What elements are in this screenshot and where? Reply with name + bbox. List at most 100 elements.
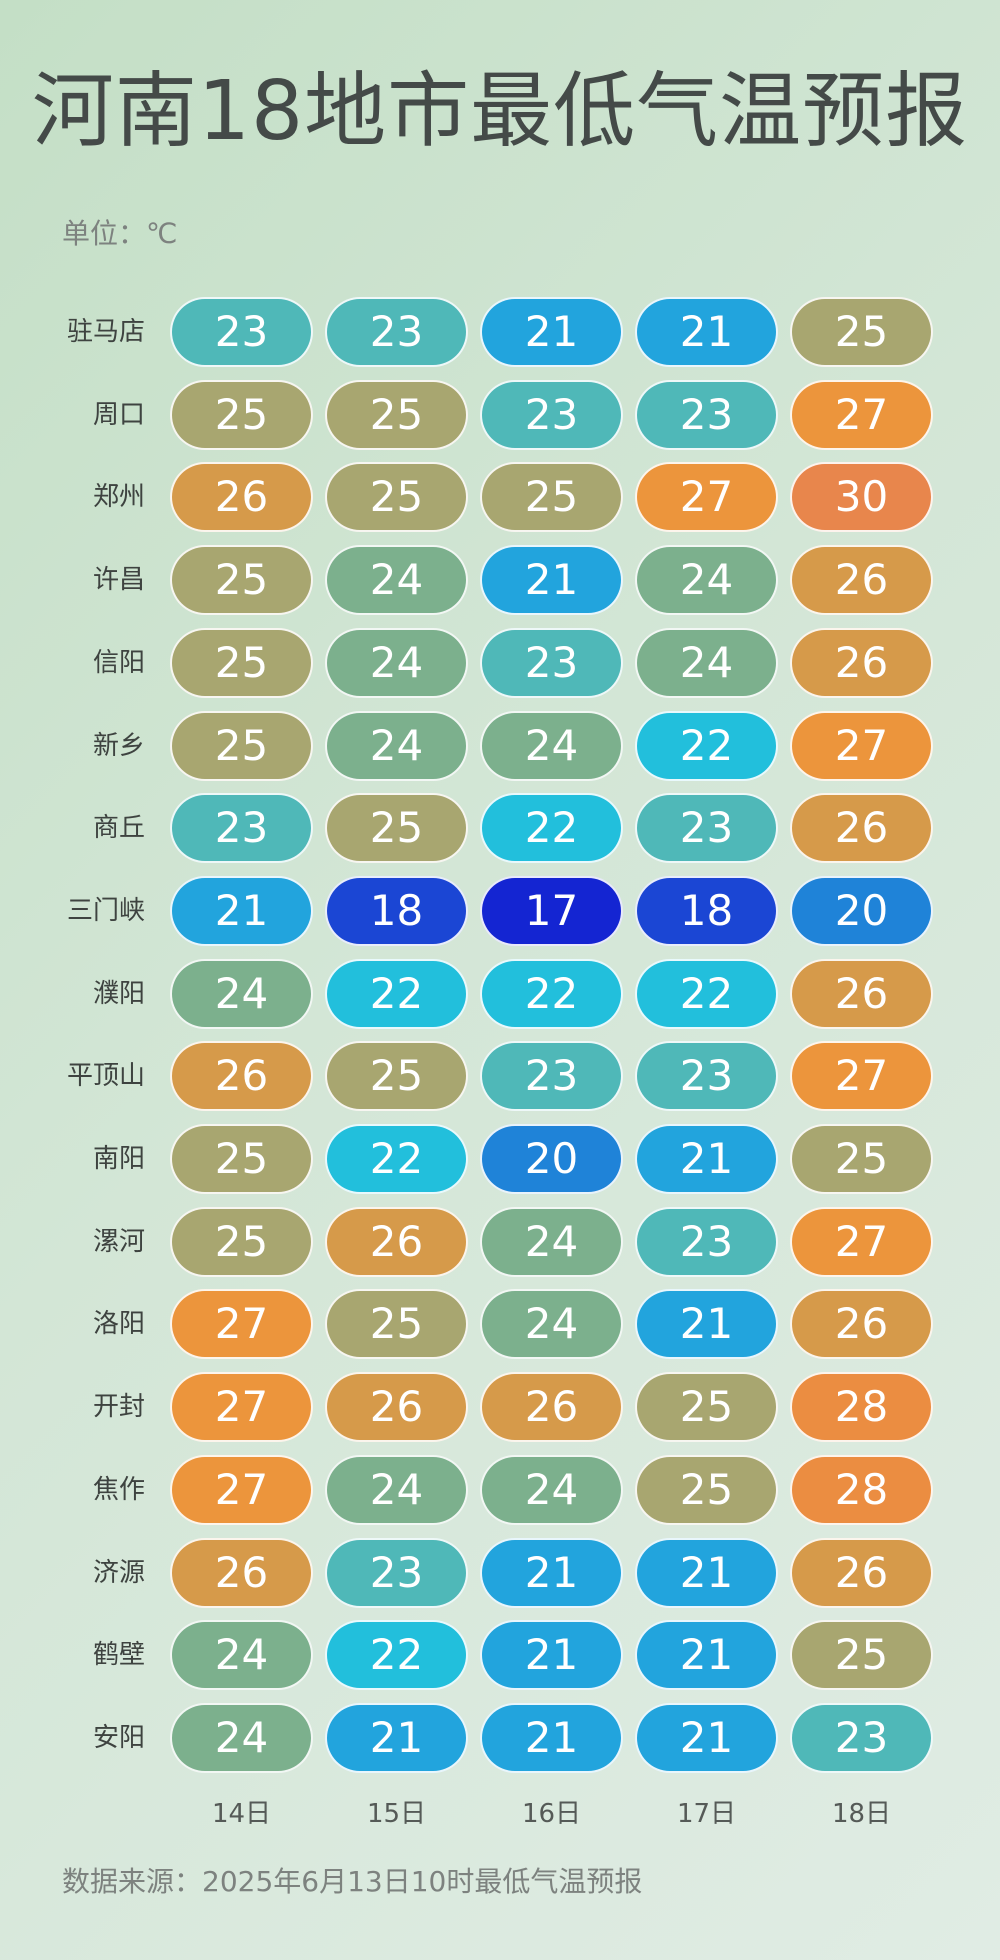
temperature-cell: 25 [170,711,313,781]
city-label: 安阳 [92,1723,145,1753]
temperature-cell: 20 [480,1124,623,1194]
temperature-cell: 23 [170,793,313,863]
temperature-cell: 21 [480,1620,623,1690]
temperature-cell: 25 [635,1372,778,1442]
temperature-cell: 17 [480,876,623,946]
city-label: 周口 [92,400,145,430]
temperature-cell: 26 [170,1538,313,1608]
temperature-cell: 26 [325,1207,468,1277]
temperature-cell: 27 [790,711,933,781]
temperature-cell: 22 [325,959,468,1029]
temperature-cell: 22 [325,1620,468,1690]
temperature-cell: 24 [480,1207,623,1277]
temperature-cell: 25 [170,380,313,450]
temperature-cell: 24 [635,628,778,698]
temperature-cell: 26 [790,959,933,1029]
temperature-cell: 21 [480,297,623,367]
temperature-cell: 25 [635,1455,778,1525]
temperature-cell: 25 [170,1207,313,1277]
temperature-cell: 26 [325,1372,468,1442]
temperature-cell: 27 [790,1041,933,1111]
temperature-cell: 25 [325,793,468,863]
day-label: 14日 [211,1799,272,1829]
day-label: 16日 [521,1799,582,1829]
city-label: 濮阳 [92,979,145,1009]
temperature-cell: 18 [325,876,468,946]
temperature-cell: 23 [480,380,623,450]
city-label: 洛阳 [92,1309,145,1339]
temperature-cell: 25 [170,1124,313,1194]
temperature-cell: 21 [170,876,313,946]
temperature-cell: 21 [635,1620,778,1690]
temperature-cell: 23 [325,297,468,367]
temperature-cell: 28 [790,1455,933,1525]
city-label: 鹤壁 [92,1640,145,1670]
temperature-cell: 25 [170,628,313,698]
temperature-cell: 23 [635,1207,778,1277]
temperature-cell: 24 [170,1620,313,1690]
temperature-cell: 21 [635,1124,778,1194]
city-label: 信阳 [92,648,145,678]
city-label: 新乡 [92,731,145,761]
temperature-cell: 24 [325,711,468,781]
temperature-cell: 21 [325,1703,468,1773]
city-label: 商丘 [92,813,145,843]
temperature-cell: 26 [170,462,313,532]
city-label: 郑州 [92,482,145,512]
temperature-cell: 23 [635,380,778,450]
temperature-cell: 23 [635,793,778,863]
temperature-cell: 30 [790,462,933,532]
temperature-cell: 27 [170,1289,313,1359]
city-label: 平顶山 [66,1061,145,1091]
data-source: 数据来源：2025年6月13日10时最低气温预报 [62,1865,643,1898]
temperature-cell: 24 [480,1289,623,1359]
city-label: 南阳 [92,1144,145,1174]
temperature-cell: 23 [635,1041,778,1111]
temperature-cell: 23 [480,1041,623,1111]
temperature-cell: 20 [790,876,933,946]
city-label: 驻马店 [66,317,145,347]
day-label: 18日 [831,1799,892,1829]
temperature-cell: 23 [480,628,623,698]
temperature-cell: 25 [790,1620,933,1690]
unit-label: 单位：℃ [62,217,178,250]
temperature-cell: 22 [635,711,778,781]
temperature-cell: 21 [635,1289,778,1359]
temperature-cell: 21 [480,1538,623,1608]
temperature-cell: 25 [325,1289,468,1359]
temperature-cell: 25 [170,545,313,615]
temperature-cell: 25 [325,380,468,450]
temperature-cell: 21 [635,1703,778,1773]
temperature-cell: 24 [325,1455,468,1525]
temperature-cell: 18 [635,876,778,946]
temperature-cell: 24 [325,628,468,698]
temperature-cell: 24 [170,1703,313,1773]
temperature-cell: 26 [790,628,933,698]
temperature-cell: 21 [635,1538,778,1608]
temperature-cell: 26 [790,793,933,863]
temperature-cell: 26 [170,1041,313,1111]
temperature-cell: 23 [790,1703,933,1773]
temperature-cell: 25 [790,297,933,367]
temperature-cell: 21 [480,1703,623,1773]
temperature-cell: 26 [790,1289,933,1359]
temperature-cell: 21 [635,297,778,367]
temperature-cell: 22 [480,793,623,863]
temperature-cell: 27 [170,1372,313,1442]
temperature-cell: 25 [790,1124,933,1194]
city-label: 焦作 [92,1475,145,1505]
temperature-cell: 27 [635,462,778,532]
temperature-cell: 25 [325,462,468,532]
day-label: 15日 [366,1799,427,1829]
temperature-cell: 27 [790,1207,933,1277]
temperature-cell: 24 [480,1455,623,1525]
temperature-cell: 27 [790,380,933,450]
temperature-cell: 27 [170,1455,313,1525]
temperature-cell: 28 [790,1372,933,1442]
city-label: 济源 [92,1558,145,1588]
city-label: 三门峡 [66,896,145,926]
page-title: 河南18地市最低气温预报 [31,64,969,159]
city-label: 漯河 [92,1227,145,1257]
temperature-cell: 22 [480,959,623,1029]
